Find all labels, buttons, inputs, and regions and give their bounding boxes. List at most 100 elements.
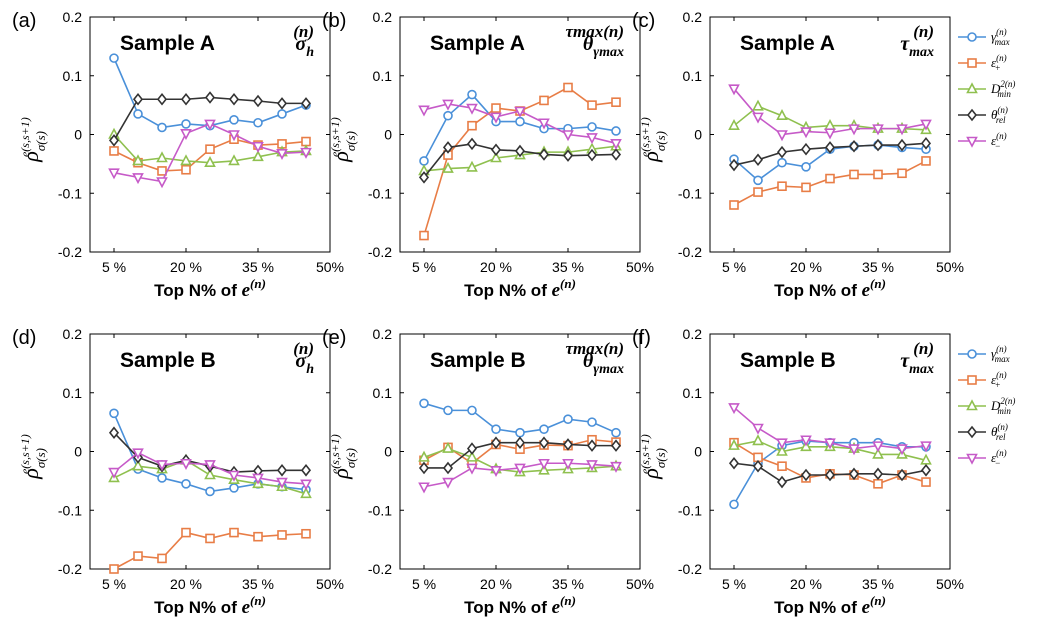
data-point	[490, 151, 502, 163]
panel-title: Sample B	[740, 349, 836, 372]
data-point	[300, 147, 312, 159]
panel-variable: σh	[295, 350, 314, 377]
data-point	[157, 553, 167, 564]
data-point	[491, 424, 501, 434]
y-tick-label: 0	[384, 444, 392, 460]
data-point	[277, 109, 287, 119]
data-point	[419, 156, 429, 166]
data-point	[419, 230, 429, 241]
legend-entry: θ(n) rel	[991, 422, 1008, 442]
x-tick-label: 35 %	[552, 259, 584, 275]
y-axis-label: ρσ(s)e(s,s+1)	[638, 434, 668, 479]
data-point	[515, 427, 525, 438]
y-tick-label: -0.1	[58, 502, 82, 518]
data-point	[563, 414, 573, 424]
data-point	[181, 527, 191, 538]
data-point	[514, 144, 526, 158]
y-tick-label: 0.2	[373, 326, 393, 342]
y-axis-label: ρσ(s)e(s,s+1)	[18, 434, 48, 479]
data-point	[801, 162, 811, 172]
y-tick-label: 0.2	[683, 9, 703, 25]
y-tick-label: 0	[384, 127, 392, 143]
data-point	[252, 141, 264, 153]
data-point	[538, 148, 550, 161]
panel-1: -0.2 -0.1 0 0.1 0.2 5 % 20 % 35 % 50% Top N% of e…	[12, 9, 344, 301]
y-tick-label: 0	[74, 127, 82, 143]
data-point	[252, 150, 264, 162]
data-point	[848, 139, 860, 153]
data-point	[156, 460, 168, 472]
legend: γ(n) max ε(n) + D2(n) min θ(n) rel ε(n) −	[958, 27, 1015, 151]
data-point	[490, 436, 502, 449]
data-point	[539, 424, 549, 434]
y-tick-label: 0.1	[63, 68, 83, 84]
y-tick-label: -0.2	[678, 244, 702, 260]
data-point	[872, 441, 884, 453]
x-tick-label: 5 %	[412, 576, 436, 592]
series-eminus	[728, 403, 932, 456]
x-tick-label: 35 %	[862, 259, 894, 275]
y-axis-label: ρσ(s)e(s,s+1)	[328, 434, 358, 479]
series-eplus	[729, 156, 931, 210]
data-point	[729, 499, 739, 510]
data-point	[586, 460, 598, 472]
data-point	[873, 169, 883, 180]
y-tick-label: 0.1	[373, 68, 393, 84]
data-point	[300, 464, 312, 477]
data-point	[514, 106, 526, 118]
data-point	[610, 148, 622, 161]
data-point	[920, 441, 932, 453]
data-point	[228, 130, 240, 142]
data-point	[872, 447, 884, 459]
x-tick-label: 20 %	[480, 259, 512, 275]
data-point	[777, 157, 787, 168]
panel-title: Sample A	[740, 32, 835, 55]
data-point	[490, 143, 502, 157]
data-point	[181, 479, 191, 489]
x-tick-label: 50%	[316, 576, 344, 592]
data-point	[277, 530, 287, 540]
x-tick-label: 35 %	[862, 576, 894, 592]
y-axis-label: ρσ(s)e(s,s+1)	[328, 117, 358, 162]
y-tick-label: 0.1	[683, 68, 703, 84]
data-point	[610, 461, 622, 473]
panel-variable-sup: (n)	[913, 339, 934, 358]
panel-variable: τmax	[900, 33, 934, 60]
panel-variable-sup: (n)	[913, 22, 934, 41]
data-point	[228, 470, 240, 482]
data-point	[587, 417, 597, 427]
y-tick-label: -0.2	[368, 244, 392, 260]
panel-label: (b)	[322, 10, 346, 32]
data-point	[466, 463, 478, 475]
data-point	[229, 483, 239, 493]
data-point	[467, 405, 477, 416]
data-point	[539, 95, 549, 106]
data-point	[728, 158, 740, 172]
data-point	[133, 551, 143, 561]
data-point	[228, 154, 240, 166]
series-theta	[728, 137, 932, 172]
data-point	[610, 139, 622, 151]
panel-variable-sup: τmax(n)	[565, 22, 624, 41]
data-point	[921, 156, 931, 166]
x-axis-label: Top N% of e(n)	[154, 593, 266, 618]
panel-title: Sample B	[430, 349, 526, 372]
data-point	[563, 82, 573, 93]
data-point	[920, 119, 932, 131]
data-point	[562, 438, 574, 451]
data-point	[443, 405, 453, 416]
data-point	[776, 475, 788, 489]
legend: γ(n) max ε(n) + D2(n) min θ(n) rel ε(n) −	[958, 344, 1015, 468]
series-eminus	[108, 119, 312, 189]
data-point	[752, 459, 764, 473]
data-point	[418, 105, 430, 117]
data-point	[276, 149, 288, 161]
data-point	[276, 477, 288, 489]
data-point	[109, 146, 119, 156]
data-point	[418, 461, 430, 475]
data-point	[611, 97, 621, 107]
y-tick-label: -0.2	[368, 561, 392, 577]
y-tick-label: 0.2	[63, 9, 83, 25]
data-point	[180, 92, 192, 106]
data-point	[132, 173, 144, 185]
